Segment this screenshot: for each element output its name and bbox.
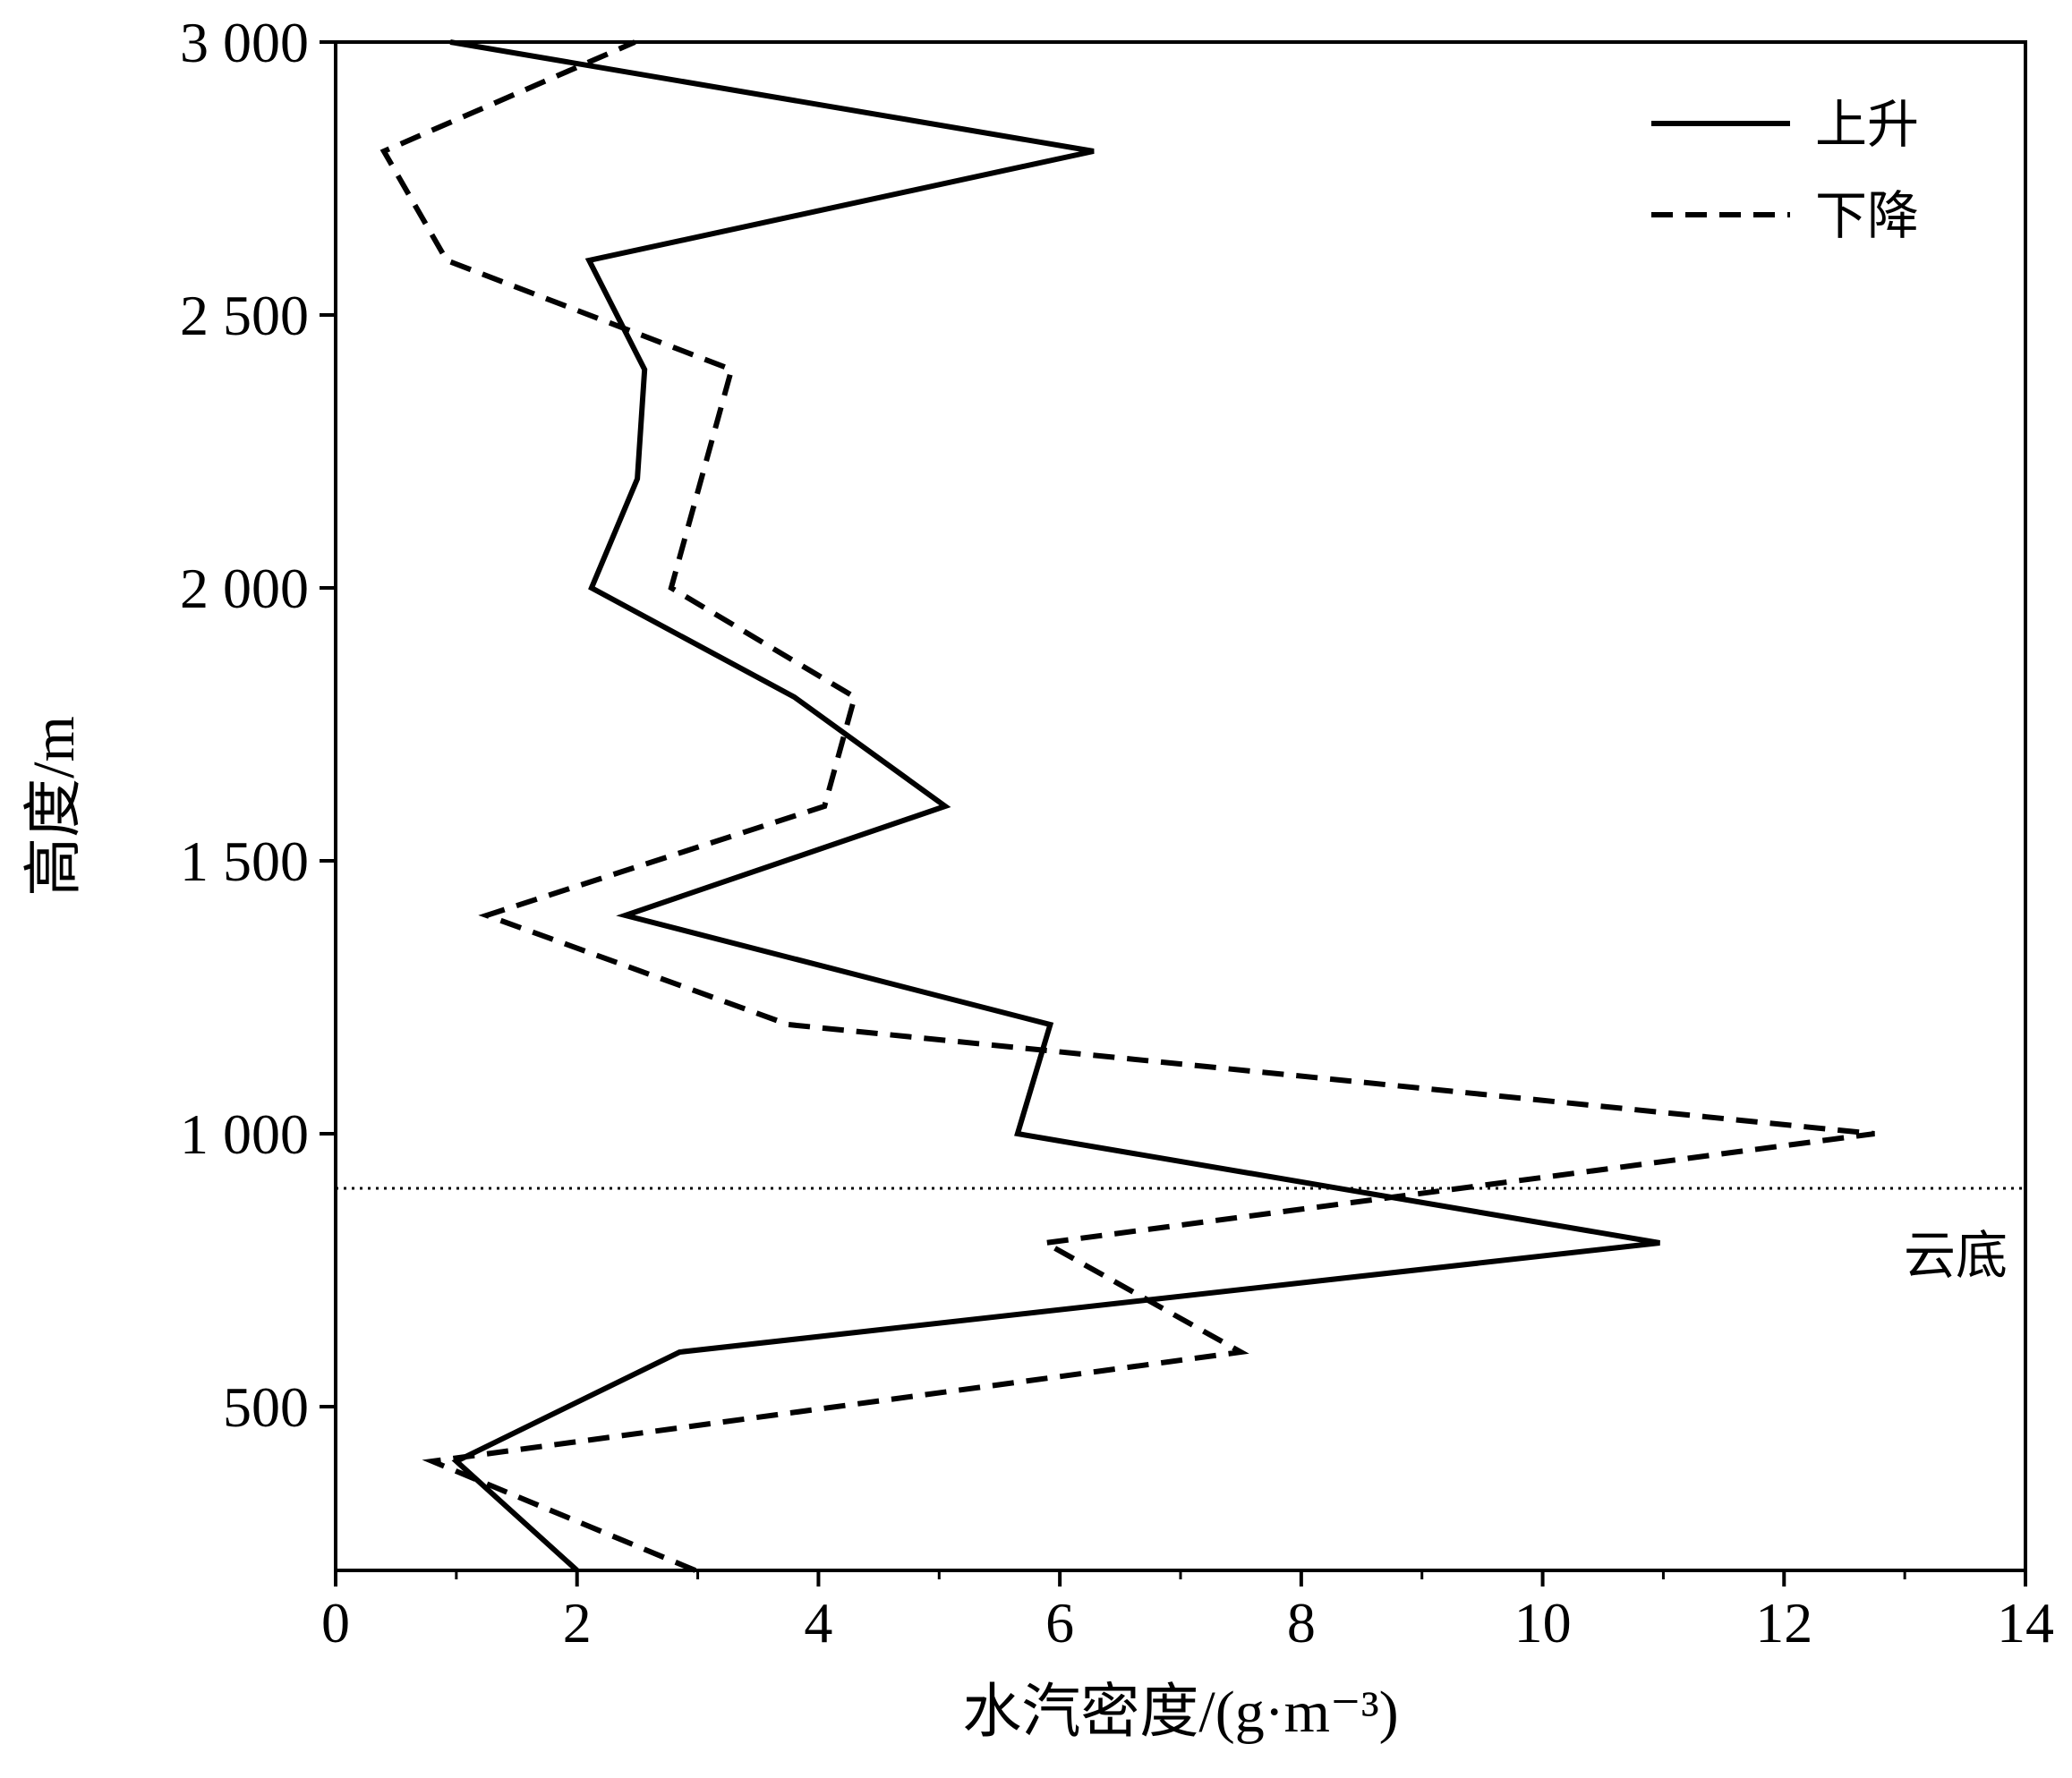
plot-frame — [334, 40, 2027, 1572]
x-tick-label: 4 — [804, 1591, 832, 1655]
x-axis-title: 水汽密度/(g·m⁻³) — [962, 1680, 1398, 1745]
x-tick-label: 0 — [321, 1591, 350, 1655]
legend: 上升 下降 — [1651, 94, 1919, 246]
axis-ticks — [320, 40, 2027, 1587]
x-tick-label: 14 — [1997, 1591, 2054, 1655]
x-tick-label: 2 — [563, 1591, 592, 1655]
series-line-0 — [449, 39, 1660, 1573]
cloud-base-label: 云底 — [1904, 1225, 2008, 1286]
y-tick-label: 3 000 — [180, 11, 309, 74]
x-tick-label: 10 — [1514, 1591, 1572, 1655]
x-tick-label: 8 — [1287, 1591, 1316, 1655]
series-line-1 — [379, 39, 1875, 1573]
x-tick-label: 12 — [1755, 1591, 1812, 1655]
y-tick-label: 1 500 — [180, 829, 309, 893]
y-tick-label: 500 — [223, 1375, 309, 1439]
tick-labels: 0 2 4 6 8 10 12 14 500 1 000 1 500 2 000 2 500 3 000 — [180, 11, 2054, 1655]
series-layer — [379, 39, 1875, 1573]
y-tick-label: 2 500 — [180, 284, 309, 347]
data-points — [384, 42, 1875, 1570]
y-tick-label: 2 000 — [180, 557, 309, 620]
y-tick-label: 1 000 — [180, 1102, 309, 1166]
y-axis-title: 高度/m — [21, 716, 87, 897]
legend-label-series-0: 上升 — [1815, 94, 1919, 155]
legend-label-series-1: 下降 — [1815, 185, 1919, 246]
x-tick-label: 6 — [1045, 1591, 1074, 1655]
